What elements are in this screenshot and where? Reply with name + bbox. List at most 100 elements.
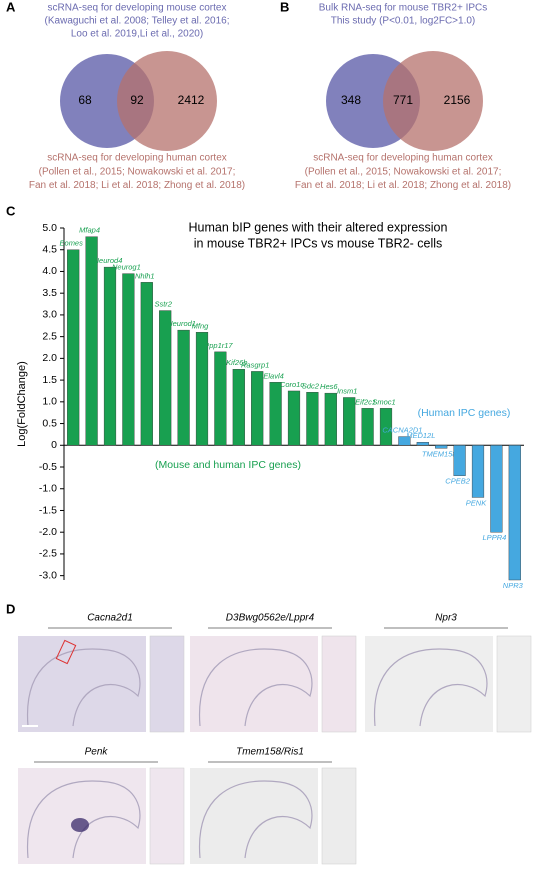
y-tick-label: 0.5 [42, 417, 57, 429]
category-label: CPEB2 [445, 477, 470, 486]
section-image [18, 636, 146, 732]
y-tick-label: -0.5 [39, 461, 57, 473]
y-tick-label: 2.5 [42, 330, 57, 342]
bar [398, 436, 411, 446]
image-label: Penk [85, 747, 109, 758]
category-label: MED12L [406, 431, 435, 440]
panel-label: A [6, 0, 16, 14]
venn-count: 2156 [444, 93, 471, 107]
inset-image [149, 635, 185, 733]
bar [214, 351, 227, 446]
category-label: Eomes [60, 239, 84, 248]
bar [361, 408, 374, 446]
bar [379, 408, 393, 446]
category-label: Neurod1 [167, 319, 196, 328]
bar [287, 390, 301, 446]
group-label: (Human IPC genes) [418, 407, 511, 419]
y-tick-label: -1.0 [39, 483, 57, 495]
category-label: Nhlh1 [135, 271, 155, 280]
set-reference: (Kawaguchi et al. 2008; Telley et al. 20… [45, 16, 230, 27]
y-tick-label: 2.0 [42, 352, 57, 364]
inset-image [149, 767, 185, 865]
y-tick-label: 3.0 [42, 309, 57, 321]
category-label: Mfng [192, 321, 210, 330]
section-image [365, 636, 493, 732]
category-label: Kif26b [226, 358, 247, 367]
y-tick-label: -2.5 [39, 548, 57, 560]
chart-title: in mouse TBR2+ IPCs vs mouse TBR2- cells [194, 236, 443, 250]
y-axis-label: Log(FoldChange) [16, 361, 28, 447]
inset-image [321, 767, 357, 865]
bar [508, 445, 521, 581]
image-label: Tmem158/Ris1 [236, 747, 304, 758]
section-image [190, 768, 318, 864]
venn-circle [383, 51, 483, 151]
brain-outline [26, 648, 141, 727]
y-tick-label: 5.0 [42, 222, 57, 234]
y-tick-label: -1.5 [39, 504, 57, 516]
bar [67, 249, 80, 446]
set-reference: Fan et al. 2018; Li et al. 2018; Zhong e… [295, 180, 511, 191]
bar [435, 445, 448, 449]
section-image [18, 768, 146, 864]
brain-outline [198, 780, 313, 859]
y-tick-label: 4.5 [42, 244, 57, 256]
category-label: NPR3 [503, 581, 524, 590]
image-label: Npr3 [435, 613, 457, 624]
category-label: Neurod4 [94, 256, 123, 265]
image-label: D3Bwg0562e/Lppr4 [226, 613, 315, 624]
bar [324, 392, 337, 446]
bar [306, 392, 319, 446]
bar [177, 329, 190, 446]
set-reference: This study (P<0.01, log2FC>1.0) [331, 16, 476, 27]
bar [251, 371, 264, 446]
category-label: CACNA2D1 [382, 426, 422, 435]
set-reference: Loo et al. 2019,Li et al., 2020) [71, 29, 203, 40]
set-name: scRNA-seq for developing human cortex [313, 153, 493, 164]
y-tick-label: 4.0 [42, 265, 57, 277]
brain-outline [373, 648, 488, 727]
bar [103, 266, 117, 446]
bar [416, 442, 429, 446]
bar [195, 332, 209, 446]
set-reference: Fan et al. 2018; Li et al. 2018; Zhong e… [29, 180, 245, 191]
category-label: Rasgrp1 [241, 360, 269, 369]
y-tick-label: 1.5 [42, 374, 57, 386]
bar [453, 445, 466, 476]
bar [159, 310, 172, 446]
y-tick-label: -3.0 [39, 569, 57, 581]
panel-label: D [6, 601, 15, 616]
region-box [55, 639, 77, 665]
category-label: LPPR4 [483, 533, 507, 542]
category-label: Sdc2 [302, 381, 320, 390]
category-label: Neurog1 [112, 263, 141, 272]
category-label: Hes6 [320, 382, 338, 391]
set-reference: (Pollen et al., 2015; Nowakowski et al. … [305, 167, 502, 178]
bar [269, 382, 282, 446]
set-name: scRNA-seq for developing mouse cortex [48, 3, 227, 14]
image-label: Cacna2d1 [87, 613, 133, 624]
panel-label: C [6, 203, 16, 218]
bar [232, 369, 245, 446]
brain-outline [198, 648, 313, 727]
group-label: (Mouse and human IPC genes) [155, 459, 301, 471]
set-name: Bulk RNA-seq for mouse TBR2+ IPCs [319, 3, 488, 14]
bar [471, 445, 485, 498]
category-label: PENK [466, 498, 487, 507]
category-label: Sstr2 [154, 300, 172, 309]
bar [343, 397, 356, 446]
inset-image [496, 635, 532, 733]
section-image [190, 636, 318, 732]
category-label: Elavl4 [263, 371, 283, 380]
brain-outline [26, 780, 141, 859]
bar [85, 236, 98, 446]
category-label: Insm1 [337, 386, 357, 395]
category-label: Eif2c1 [355, 397, 376, 406]
venn-circle [117, 51, 217, 151]
set-name: scRNA-seq for developing human cortex [47, 153, 227, 164]
category-label: Ppp1r17 [204, 341, 233, 350]
category-label: TMEM158 [422, 449, 457, 458]
set-reference: (Pollen et al., 2015; Nowakowski et al. … [39, 167, 236, 178]
venn-count: 348 [341, 93, 361, 107]
